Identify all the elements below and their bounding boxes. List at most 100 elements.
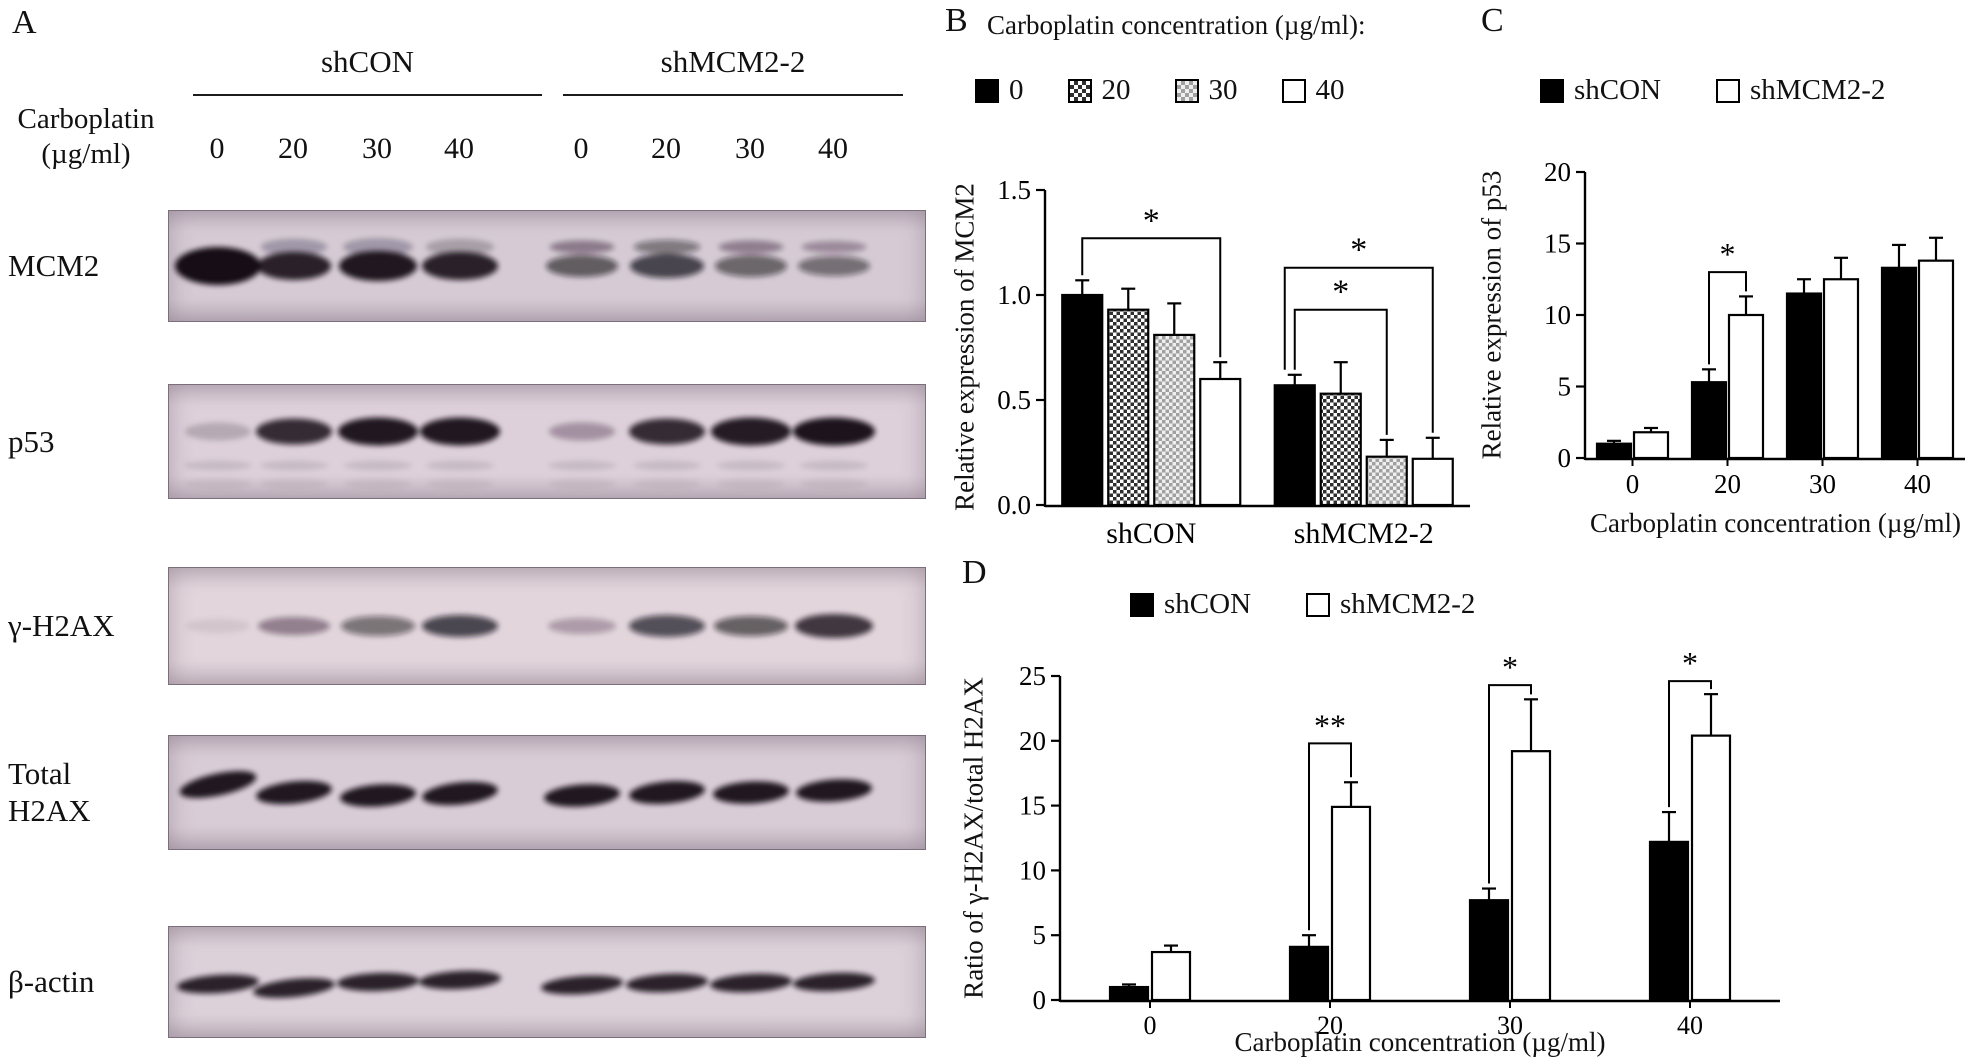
blot-β-actin — [168, 926, 926, 1038]
bar-30 — [1365, 455, 1408, 507]
legend-label: shMCM2-2 — [1340, 588, 1476, 620]
x-category-label: 40 — [1677, 1011, 1703, 1040]
band — [337, 972, 419, 992]
legend-swatch-white — [1281, 78, 1306, 103]
y-tick-label: 5 — [1033, 920, 1047, 950]
chart-d-xlabel: Carboplatin concentration (µg/ml) — [1234, 1027, 1606, 1057]
dose-value: 0 — [573, 132, 589, 165]
panel-d: 0 5 10 15 20 25 0 20 30 40 ** * * D shCON shMCM2-2 R… — [950, 556, 1850, 1057]
panel-c: 0 5 10 15 20 0 20 30 40 * C shCON shMCM2-2 Relati… — [1470, 0, 1981, 570]
legend-item: shCON — [1540, 74, 1661, 107]
blot-row-label: p53 — [8, 423, 55, 460]
band — [546, 255, 618, 277]
treatment-label-line1: Carboplatin — [17, 103, 155, 135]
band — [793, 417, 875, 446]
x-category-label: 30 — [1809, 469, 1836, 499]
y-tick-label: 25 — [1019, 661, 1046, 691]
band-faint — [260, 460, 328, 471]
blot-total-h2ax — [168, 735, 926, 850]
band-faint — [633, 478, 701, 489]
legend-d: shCON shMCM2-2 — [1130, 588, 1475, 621]
significance-star: * — [1502, 649, 1518, 685]
significance-star: * — [1332, 274, 1349, 311]
legend-label: shMCM2-2 — [1750, 74, 1886, 106]
band-faint — [260, 478, 328, 489]
significance-bracket — [1488, 684, 1532, 884]
band — [420, 417, 500, 446]
band — [340, 784, 416, 807]
y-tick-label: 20 — [1544, 157, 1571, 187]
legend-swatch-black — [1130, 592, 1154, 617]
bar-shMCM2-2 — [1822, 278, 1860, 460]
legend-item: 20 — [1067, 74, 1131, 107]
band — [711, 417, 791, 446]
y-tick-label: 1.0 — [997, 280, 1031, 310]
blot-row-label: MCM2 — [8, 247, 99, 284]
significance-bracket — [1708, 271, 1747, 365]
dose-value: 0 — [209, 132, 225, 165]
band — [258, 617, 330, 635]
blot-γ-h2ax — [168, 567, 926, 685]
band — [175, 247, 261, 285]
chart-b-ylabel: Relative expression of MCM2 — [949, 183, 980, 511]
legend-label: 40 — [1315, 74, 1345, 106]
panel-b-label: B — [945, 2, 968, 39]
bar-0 — [1273, 384, 1316, 507]
legend-swatch-checker-dark — [1067, 78, 1092, 103]
band-faint — [548, 478, 616, 489]
bar-shCON — [1595, 442, 1633, 460]
legend-label: 30 — [1208, 74, 1238, 106]
legend-b-title: Carboplatin concentration (µg/ml): — [987, 10, 1366, 40]
significance-star: * — [1682, 645, 1698, 681]
significance-bracket — [1668, 680, 1712, 808]
treatment-label: Carboplatin (µg/ml) — [2, 102, 170, 172]
blot-row-label-line: MCM2 — [8, 248, 100, 283]
legend-label: 20 — [1101, 74, 1131, 106]
legend-label: shCON — [1164, 588, 1252, 620]
band — [629, 615, 705, 637]
bar-40 — [1199, 377, 1242, 507]
x-category-label: 20 — [1714, 469, 1741, 499]
legend-swatch-black — [975, 78, 999, 103]
band — [541, 975, 623, 995]
band — [630, 254, 704, 278]
band-upper — [549, 240, 615, 254]
bar-shMCM2-2 — [1690, 734, 1732, 1002]
y-tick-label: 0.5 — [997, 385, 1031, 415]
dose-value: 40 — [444, 132, 474, 165]
group-header-shmcm2: shMCM2-2 — [660, 44, 806, 79]
blot-row-label-line: β-actin — [8, 964, 95, 999]
band-faint — [344, 478, 412, 489]
y-tick-label: 0.0 — [997, 490, 1031, 520]
blot-p53 — [168, 384, 926, 499]
band-upper — [260, 238, 328, 256]
blot-row-label-line: Total — [8, 755, 72, 791]
band — [714, 616, 788, 636]
band — [422, 615, 498, 637]
group-underline — [193, 94, 542, 96]
dose-value: 20 — [651, 132, 681, 165]
bar-0 — [1061, 293, 1104, 507]
band — [549, 422, 615, 441]
significance-bracket — [1308, 742, 1352, 931]
dose-value: 30 — [362, 132, 392, 165]
bar-30 — [1153, 333, 1196, 507]
panel-a-label: A — [12, 4, 37, 41]
group-header-shcon: shCON — [320, 44, 414, 79]
chart-d-ylabel: Ratio of γ-H2AX/total H2AX — [958, 677, 989, 999]
band — [548, 618, 616, 634]
significance-star: * — [1350, 232, 1367, 269]
blot-row-label-line: H2AX — [8, 792, 91, 828]
bar-shMCM2-2 — [1330, 805, 1372, 1002]
dose-value: 20 — [278, 132, 308, 165]
legend-b: 0 20 30 40 — [975, 74, 1345, 107]
y-tick-label: 1.5 — [997, 175, 1031, 205]
band-faint — [426, 460, 494, 471]
y-tick-label: 0 — [1558, 443, 1572, 473]
y-tick-label: 15 — [1019, 791, 1046, 821]
x-category-label: 0 — [1144, 1011, 1157, 1040]
band — [629, 418, 705, 445]
legend-swatch-checker-light — [1174, 78, 1199, 103]
